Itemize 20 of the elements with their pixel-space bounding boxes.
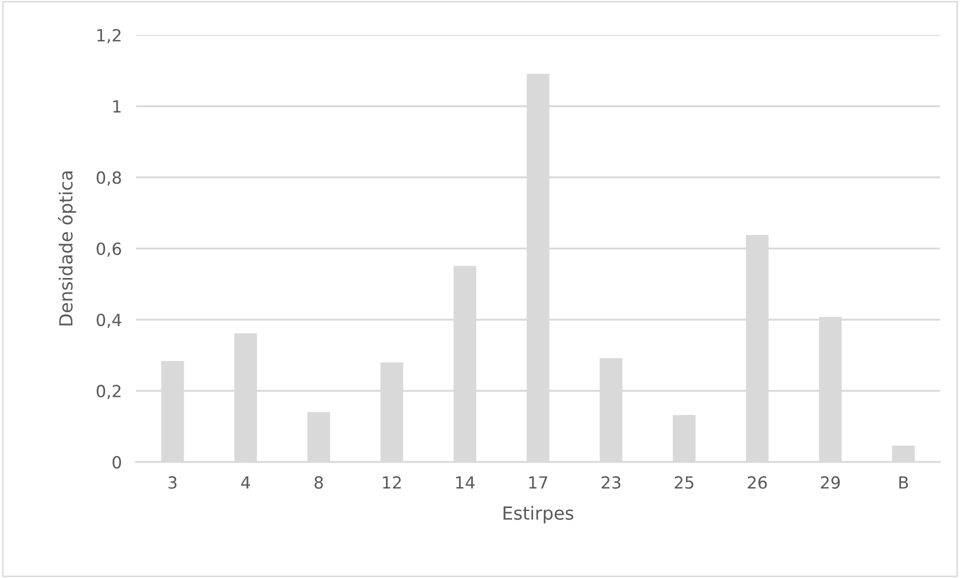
y-tick-label: 0,8 bbox=[96, 171, 121, 186]
y-axis-title: Densidade óptica bbox=[58, 171, 76, 326]
y-tick-label: 0,2 bbox=[96, 384, 120, 400]
y-tick-label: 0,6 bbox=[96, 242, 122, 257]
y-tick-label: 1,2 bbox=[97, 28, 120, 44]
x-axis-title: Estirpes bbox=[504, 506, 574, 524]
x-tick-label: 17 bbox=[529, 476, 548, 489]
y-tick-label: 0 bbox=[112, 456, 122, 469]
x-tick-label: 26 bbox=[748, 476, 767, 489]
x-tick-label: 29 bbox=[820, 476, 840, 489]
x-tick-label: 12 bbox=[383, 476, 401, 489]
x-tick-label: 3 bbox=[168, 476, 177, 489]
x-tick-label: 8 bbox=[314, 476, 323, 489]
x-tick-label: 25 bbox=[674, 476, 694, 489]
y-tick-label: 1 bbox=[113, 100, 121, 112]
y-tick-label: 0,4 bbox=[96, 314, 122, 328]
x-tick-label: 23 bbox=[602, 476, 620, 489]
x-tick-label: 14 bbox=[456, 476, 475, 489]
x-tick-label: 4 bbox=[241, 476, 250, 489]
x-tick-label: B bbox=[899, 476, 908, 489]
